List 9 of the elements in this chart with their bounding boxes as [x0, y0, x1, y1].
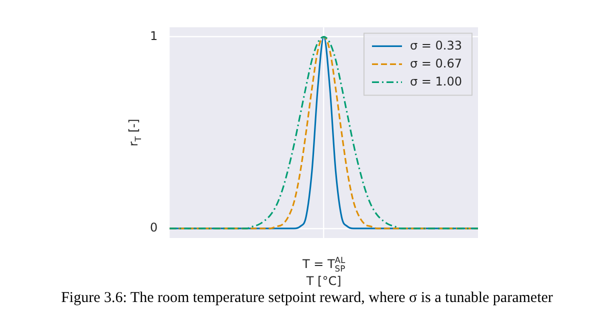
y-axis-title: rT [-]	[126, 118, 144, 146]
legend-label: σ = 0.67	[410, 56, 462, 70]
legend-label: σ = 1.00	[410, 74, 462, 88]
legend-label: σ = 0.33	[410, 38, 462, 52]
y-tick-label: 1	[150, 28, 158, 43]
x-axis-title: T [°C]	[305, 274, 342, 288]
caption: Figure 3.6: The room temperature setpoint reward, where σ is a tunable parameter	[60, 290, 554, 307]
y-tick-label: 0	[150, 220, 158, 235]
line-series	[168, 36, 479, 230]
